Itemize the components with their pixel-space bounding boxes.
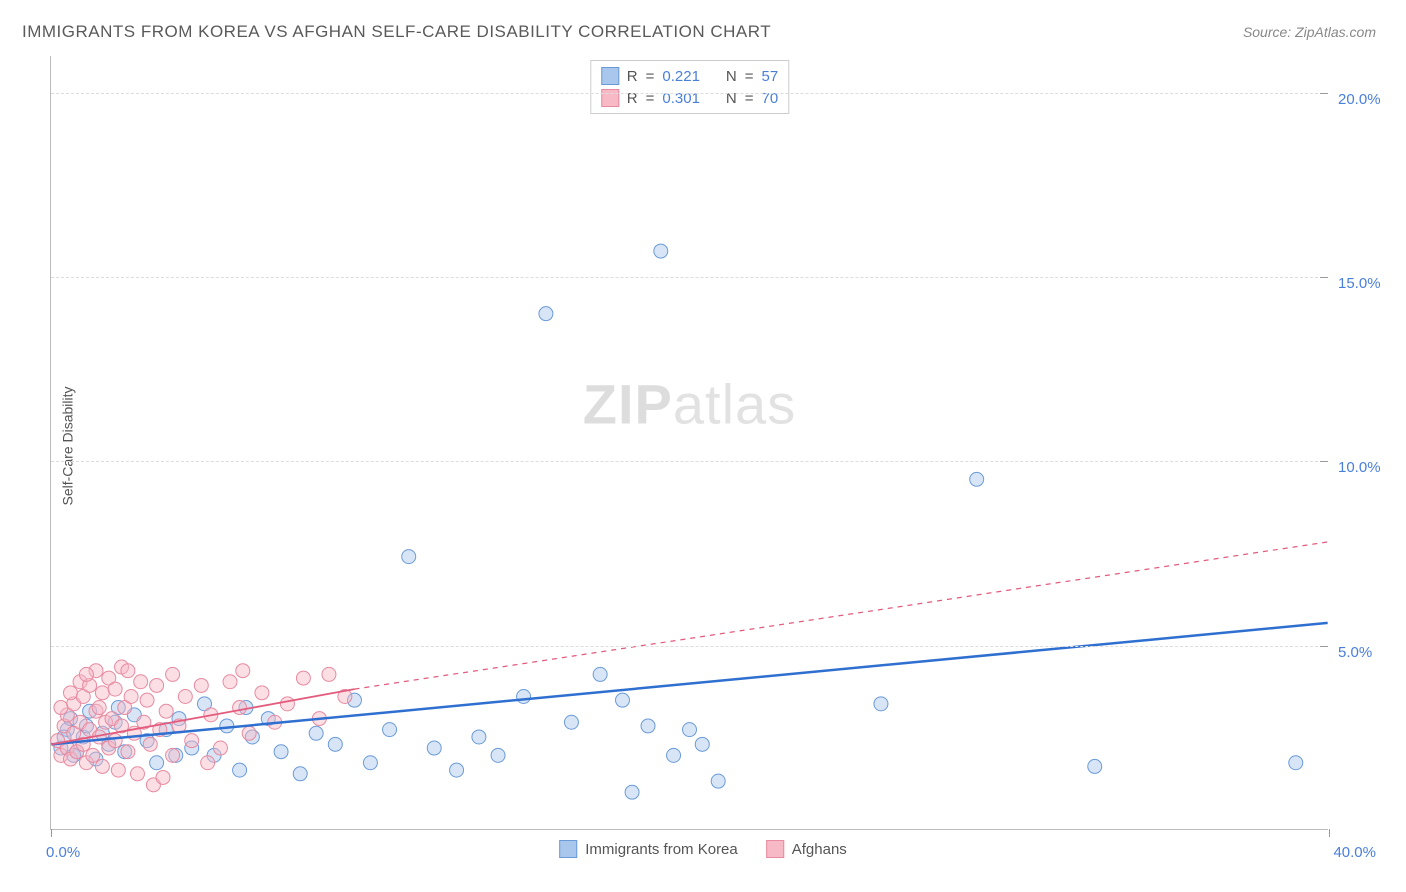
data-point-korea [328, 737, 342, 751]
gridline-h [51, 461, 1328, 462]
x-tick-label: 40.0% [1333, 844, 1376, 861]
y-tick [1320, 646, 1328, 647]
source-link[interactable]: ZipAtlas.com [1295, 24, 1376, 40]
data-point-afghans [159, 704, 173, 718]
gridline-h [51, 646, 1328, 647]
data-point-afghans [95, 759, 109, 773]
data-point-afghans [156, 770, 170, 784]
data-point-afghans [194, 678, 208, 692]
data-point-korea [564, 715, 578, 729]
swatch-afghans [766, 840, 784, 858]
data-point-afghans [280, 697, 294, 711]
data-point-afghans [86, 748, 100, 762]
data-point-afghans [121, 745, 135, 759]
y-tick [1320, 93, 1328, 94]
data-point-korea [654, 244, 668, 258]
data-point-afghans [178, 689, 192, 703]
x-tick-label: 0.0% [46, 844, 80, 861]
source-attribution: Source: ZipAtlas.com [1243, 24, 1376, 40]
data-point-afghans [140, 693, 154, 707]
data-point-korea [427, 741, 441, 755]
swatch-korea [559, 840, 577, 858]
legend-series: Immigrants from Korea Afghans [559, 840, 847, 858]
data-point-korea [233, 763, 247, 777]
data-point-afghans [213, 741, 227, 755]
data-point-korea [274, 745, 288, 759]
legend-label-korea: Immigrants from Korea [585, 841, 738, 858]
legend-item-korea: Immigrants from Korea [559, 840, 738, 858]
data-point-korea [293, 767, 307, 781]
data-point-afghans [111, 763, 125, 777]
data-point-korea [539, 307, 553, 321]
data-point-korea [695, 737, 709, 751]
data-point-korea [616, 693, 630, 707]
chart-title: IMMIGRANTS FROM KOREA VS AFGHAN SELF-CAR… [22, 22, 771, 42]
data-point-korea [363, 756, 377, 770]
data-point-korea [383, 723, 397, 737]
data-point-afghans [124, 689, 138, 703]
data-point-korea [1289, 756, 1303, 770]
data-point-afghans [63, 686, 77, 700]
data-point-korea [491, 748, 505, 762]
source-prefix: Source: [1243, 24, 1295, 40]
y-tick-label: 15.0% [1338, 275, 1381, 292]
data-point-afghans [143, 737, 157, 751]
data-point-afghans [130, 767, 144, 781]
data-point-afghans [223, 675, 237, 689]
data-point-korea [517, 689, 531, 703]
data-point-korea [1088, 759, 1102, 773]
data-point-afghans [166, 748, 180, 762]
data-point-afghans [95, 686, 109, 700]
data-point-korea [874, 697, 888, 711]
data-point-korea [150, 756, 164, 770]
gridline-h [51, 93, 1328, 94]
data-point-korea [667, 748, 681, 762]
data-point-afghans [201, 756, 215, 770]
y-tick-label: 20.0% [1338, 91, 1381, 108]
data-point-afghans [150, 678, 164, 692]
data-point-korea [970, 472, 984, 486]
data-point-korea [402, 550, 416, 564]
data-point-afghans [166, 667, 180, 681]
data-point-korea [309, 726, 323, 740]
data-point-afghans [255, 686, 269, 700]
legend-label-afghans: Afghans [792, 841, 847, 858]
y-tick-label: 10.0% [1338, 459, 1381, 476]
plot-area: ZIPatlas R=0.221N=57R=0.301N=70 [50, 56, 1328, 830]
gridline-h [51, 277, 1328, 278]
data-point-afghans [121, 664, 135, 678]
data-point-afghans [233, 701, 247, 715]
data-point-afghans [54, 701, 68, 715]
data-point-korea [711, 774, 725, 788]
data-point-afghans [108, 734, 122, 748]
x-tick [51, 829, 52, 837]
data-point-korea [593, 667, 607, 681]
data-point-korea [450, 763, 464, 777]
y-tick [1320, 461, 1328, 462]
x-tick [1329, 829, 1330, 837]
y-tick-label: 5.0% [1338, 644, 1372, 661]
data-point-korea [472, 730, 486, 744]
data-point-korea [625, 785, 639, 799]
y-tick [1320, 277, 1328, 278]
chart-svg [51, 56, 1328, 829]
data-point-afghans [242, 726, 256, 740]
data-point-korea [683, 723, 697, 737]
data-point-afghans [236, 664, 250, 678]
data-point-afghans [79, 667, 93, 681]
data-point-korea [641, 719, 655, 733]
data-point-afghans [322, 667, 336, 681]
trendline-dashed-afghans [354, 542, 1327, 689]
data-point-afghans [92, 701, 106, 715]
legend-item-afghans: Afghans [766, 840, 847, 858]
data-point-afghans [108, 682, 122, 696]
data-point-afghans [185, 734, 199, 748]
data-point-afghans [134, 675, 148, 689]
data-point-afghans [296, 671, 310, 685]
